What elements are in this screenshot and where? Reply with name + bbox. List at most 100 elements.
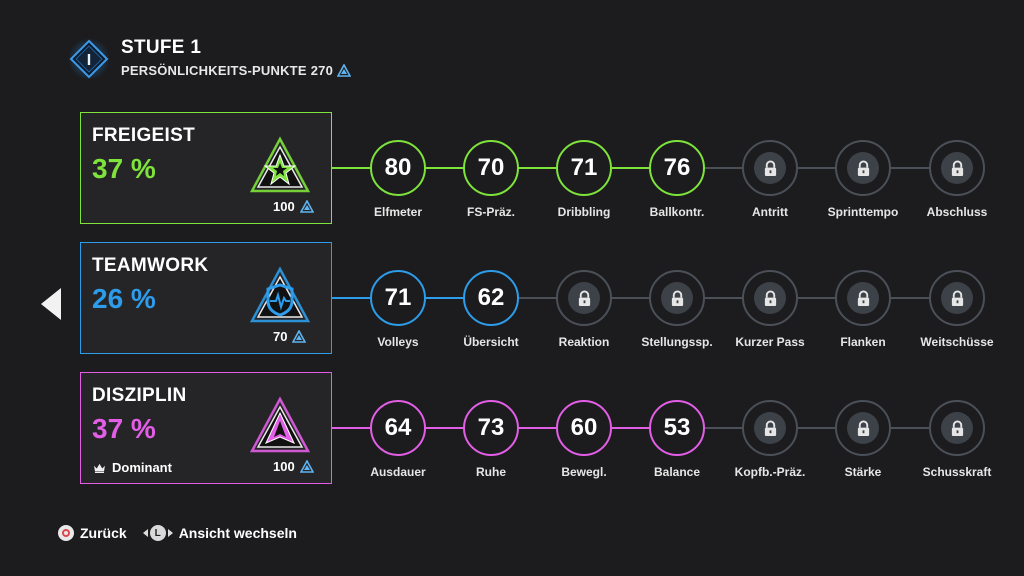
lock-icon — [764, 290, 776, 306]
attribute-node[interactable]: 76 — [649, 140, 705, 196]
lock-icon — [764, 160, 776, 176]
attribute-node[interactable]: 60 — [556, 400, 612, 456]
level-emblem-icon: I — [68, 38, 110, 80]
node-connector — [798, 297, 835, 299]
locked-attribute-node[interactable] — [649, 270, 705, 326]
trait-card-teamwork[interactable]: TEAMWORK 26 % 70 — [80, 242, 332, 354]
locked-attribute-node[interactable] — [835, 140, 891, 196]
locked-attribute-node[interactable] — [742, 400, 798, 456]
attribute-label: Volleys — [377, 335, 419, 349]
trait-name: DISZIPLIN — [92, 385, 187, 406]
node-connector — [519, 297, 556, 299]
attribute-label: Stellungssp. — [641, 335, 713, 349]
attribute-label: Ausdauer — [370, 465, 426, 479]
back-button-label: Zurück — [80, 525, 127, 541]
switch-view-button[interactable]: L Ansicht wechseln — [142, 525, 297, 541]
locked-attribute-node[interactable] — [835, 400, 891, 456]
trait-cost: 70 — [273, 329, 307, 344]
points-icon — [299, 460, 314, 473]
attribute-node[interactable]: 71 — [556, 140, 612, 196]
attribute-label: Weitschüsse — [920, 335, 994, 349]
node-connector — [426, 297, 463, 299]
node-connector — [332, 167, 370, 169]
level-emblem-glyph: I — [87, 52, 91, 69]
trait-tag-label: Dominant — [112, 460, 172, 475]
node-connector — [798, 427, 835, 429]
node-connector — [332, 297, 370, 299]
trait-name: FREIGEIST — [92, 125, 195, 146]
lock-icon — [951, 160, 963, 176]
attribute-label: Ballkontr. — [649, 205, 705, 219]
trait-cost-value: 100 — [273, 199, 295, 214]
attribute-node[interactable]: 62 — [463, 270, 519, 326]
node-connector — [519, 427, 556, 429]
attribute-label: Sprinttempo — [827, 205, 899, 219]
attribute-value: 70 — [477, 154, 505, 181]
shield-heartbeat-badge-icon — [249, 266, 311, 323]
node-connector — [705, 297, 742, 299]
personality-points: PERSÖNLICHKEITS-PUNKTE 270 — [121, 63, 351, 78]
attribute-value: 60 — [570, 414, 598, 441]
attribute-node[interactable]: 80 — [370, 140, 426, 196]
attribute-value: 64 — [384, 414, 412, 441]
node-connector — [612, 297, 649, 299]
attribute-label: Balance — [653, 465, 701, 479]
attribute-node[interactable]: 70 — [463, 140, 519, 196]
attribute-label: Dribbling — [557, 205, 611, 219]
trait-card-disziplin[interactable]: DISZIPLIN 37 % 100 Dominant — [80, 372, 332, 484]
trait-cost: 100 — [273, 459, 314, 474]
node-connector — [798, 167, 835, 169]
lock-icon — [578, 290, 590, 306]
locked-attribute-node[interactable] — [742, 270, 798, 326]
attribute-value: 73 — [477, 414, 505, 441]
attribute-node[interactable]: 73 — [463, 400, 519, 456]
level-title: STUFE 1 — [121, 37, 202, 58]
personality-points-label: PERSÖNLICHKEITS-PUNKTE — [121, 63, 307, 78]
previous-page-arrow-icon[interactable] — [40, 287, 62, 321]
attribute-label: Übersicht — [463, 335, 519, 349]
lock-icon — [671, 290, 683, 306]
footer-controls: Zurück L Ansicht wechseln — [58, 525, 313, 541]
locked-attribute-node[interactable] — [929, 400, 985, 456]
attribute-node[interactable]: 71 — [370, 270, 426, 326]
star-badge-icon — [249, 136, 311, 193]
points-icon — [292, 330, 307, 343]
circle-button-icon — [58, 525, 74, 541]
trait-percent: 37 % — [92, 413, 156, 444]
points-icon — [299, 200, 314, 213]
node-connector — [332, 427, 370, 429]
attribute-value: 71 — [384, 284, 412, 311]
attribute-label: Stärke — [844, 465, 882, 479]
attribute-label: Elfmeter — [373, 205, 423, 219]
locked-attribute-node[interactable] — [556, 270, 612, 326]
attribute-label: Schusskraft — [922, 465, 992, 479]
node-connector — [891, 297, 929, 299]
points-icon — [337, 64, 351, 77]
node-connector — [705, 427, 742, 429]
locked-attribute-node[interactable] — [929, 270, 985, 326]
trait-percent: 37 % — [92, 153, 156, 184]
attribute-node[interactable]: 64 — [370, 400, 426, 456]
back-button[interactable]: Zurück — [58, 525, 127, 541]
lock-icon — [951, 420, 963, 436]
arrow-badge-icon — [249, 396, 311, 453]
lock-icon — [857, 160, 869, 176]
attribute-label: Bewegl. — [561, 465, 607, 479]
locked-attribute-node[interactable] — [742, 140, 798, 196]
node-connector — [426, 427, 463, 429]
attribute-label: Flanken — [840, 335, 886, 349]
node-connector — [426, 167, 463, 169]
node-connector — [612, 427, 649, 429]
node-connector — [612, 167, 649, 169]
locked-attribute-node[interactable] — [835, 270, 891, 326]
lock-icon — [857, 290, 869, 306]
locked-attribute-node[interactable] — [929, 140, 985, 196]
trait-card-freigeist[interactable]: FREIGEIST 37 % 100 — [80, 112, 332, 224]
l-stick-glyph: L — [149, 525, 166, 541]
attribute-value: 62 — [477, 284, 505, 311]
l-stick-icon: L — [142, 525, 173, 541]
attribute-node[interactable]: 53 — [649, 400, 705, 456]
attribute-label: Ruhe — [476, 465, 506, 479]
trait-percent: 26 % — [92, 283, 156, 314]
attribute-label: Abschluss — [926, 205, 988, 219]
